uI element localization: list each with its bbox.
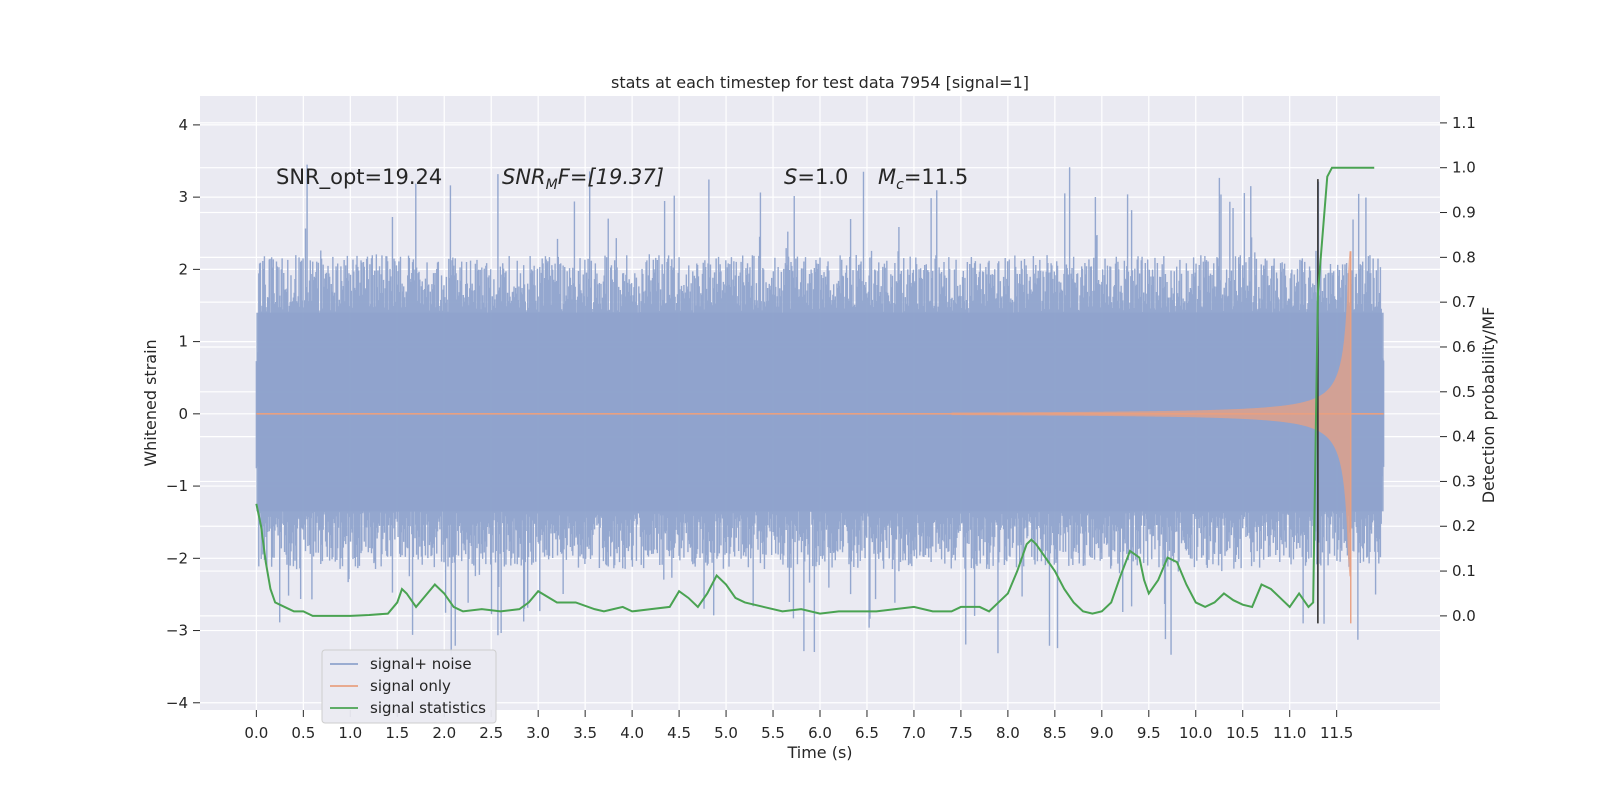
x-ticks: 0.0 0.5 1.0 1.5 2.0 2.5 3.0 3.5 4.0 4.5 5.0 5.5 6.0 6… xyxy=(244,710,1353,742)
s-value: =1.0 xyxy=(797,165,848,189)
x-tick-label: 0.5 xyxy=(291,724,315,742)
x-tick-label: 2.0 xyxy=(432,724,456,742)
y-axis-label: Whitened strain xyxy=(141,339,160,466)
legend-label-signal-statistics: signal statistics xyxy=(370,699,486,717)
x-tick-label: 9.5 xyxy=(1137,724,1161,742)
y-right-tick-label: 0.1 xyxy=(1452,562,1476,580)
x-tick-label: 9.0 xyxy=(1090,724,1114,742)
y-right-tick-label: 0.2 xyxy=(1452,517,1476,535)
x-tick-label: 6.0 xyxy=(808,724,832,742)
legend: signal+ noise signal only signal statist… xyxy=(321,649,497,724)
y-right-tick-label: 0.5 xyxy=(1452,383,1476,401)
x-tick-label: 4.0 xyxy=(620,724,644,742)
annotation-snr-opt: SNR_opt=19.24 xyxy=(276,165,442,190)
x-tick-label: 0.0 xyxy=(244,724,268,742)
y-tick-label: 3 xyxy=(178,188,188,206)
x-tick-label: 5.5 xyxy=(761,724,785,742)
x-tick-label: 10.5 xyxy=(1226,724,1259,742)
snr-mf-subscript: M xyxy=(546,177,558,193)
y-right-tick-label: 0.0 xyxy=(1452,607,1476,625)
legend-box xyxy=(321,649,497,724)
series-signal-statistics xyxy=(255,166,1375,617)
x-tick-label: 8.0 xyxy=(996,724,1020,742)
y-right-tick-label: 0.4 xyxy=(1452,428,1476,446)
mc-subscript: c xyxy=(896,177,904,193)
y-axis-label-right: Detection probability/MF xyxy=(1479,307,1498,504)
y-tick-label: 4 xyxy=(178,116,188,134)
y-right-tick-label: 0.6 xyxy=(1452,338,1476,356)
x-tick-label: 11.0 xyxy=(1273,724,1306,742)
y-tick-label: −4 xyxy=(166,694,188,712)
y-right-tick-label: 0.9 xyxy=(1452,204,1476,222)
x-tick-label: 6.5 xyxy=(855,724,879,742)
x-tick-label: 11.5 xyxy=(1320,724,1353,742)
x-tick-label: 3.5 xyxy=(573,724,597,742)
snr-mf-value: F=[19.37] xyxy=(558,165,664,189)
y-right-tick-label: 0.8 xyxy=(1452,248,1476,266)
y-tick-label: 1 xyxy=(178,333,188,351)
x-tick-label: 4.5 xyxy=(667,724,691,742)
series-signal-only xyxy=(951,251,1351,577)
legend-label-signal-only: signal only xyxy=(370,677,451,695)
x-tick-label: 7.0 xyxy=(902,724,926,742)
annotation-snr-mf: SNRMF=[19.37] xyxy=(502,165,664,193)
y-tick-label: 2 xyxy=(178,260,188,278)
y-ticks: 4 3 2 1 0 −1 −2 −3 −4 xyxy=(166,116,200,712)
mc-value: =11.5 xyxy=(904,165,968,189)
mc-symbol: M xyxy=(878,165,896,189)
s-symbol: S xyxy=(784,165,797,189)
y-right-tick-label: 0.3 xyxy=(1452,472,1476,490)
y-tick-label: −3 xyxy=(166,622,188,640)
y-tick-label: 0 xyxy=(178,405,188,423)
snr-mf-symbol: SNR xyxy=(502,165,546,189)
x-tick-label: 8.5 xyxy=(1043,724,1067,742)
x-tick-label: 7.5 xyxy=(949,724,973,742)
x-tick-label: 5.0 xyxy=(714,724,738,742)
chart-title: stats at each timestep for test data 795… xyxy=(611,73,1029,92)
x-tick-label: 3.0 xyxy=(526,724,550,742)
x-tick-label: 1.0 xyxy=(338,724,362,742)
y-ticks-right: 1.1 1.0 0.9 0.8 0.7 0.6 0.5 0.4 0.3 0.2 0.1 0.0 xyxy=(1440,114,1476,625)
y-right-tick-label: 1.0 xyxy=(1452,159,1476,177)
y-tick-label: −2 xyxy=(166,549,188,567)
annotation-mc: Mc=11.5 xyxy=(878,165,968,193)
y-tick-label: −1 xyxy=(166,477,188,495)
series-layer xyxy=(255,164,1385,655)
annotation-s: S=1.0 xyxy=(784,165,848,189)
y-right-tick-label: 1.1 xyxy=(1452,114,1476,132)
x-tick-label: 10.0 xyxy=(1179,724,1212,742)
y-right-tick-label: 0.7 xyxy=(1452,293,1476,311)
x-axis-label: Time (s) xyxy=(786,743,852,762)
x-tick-label: 2.5 xyxy=(479,724,503,742)
legend-label-signal-noise: signal+ noise xyxy=(370,655,472,673)
x-tick-label: 1.5 xyxy=(385,724,409,742)
